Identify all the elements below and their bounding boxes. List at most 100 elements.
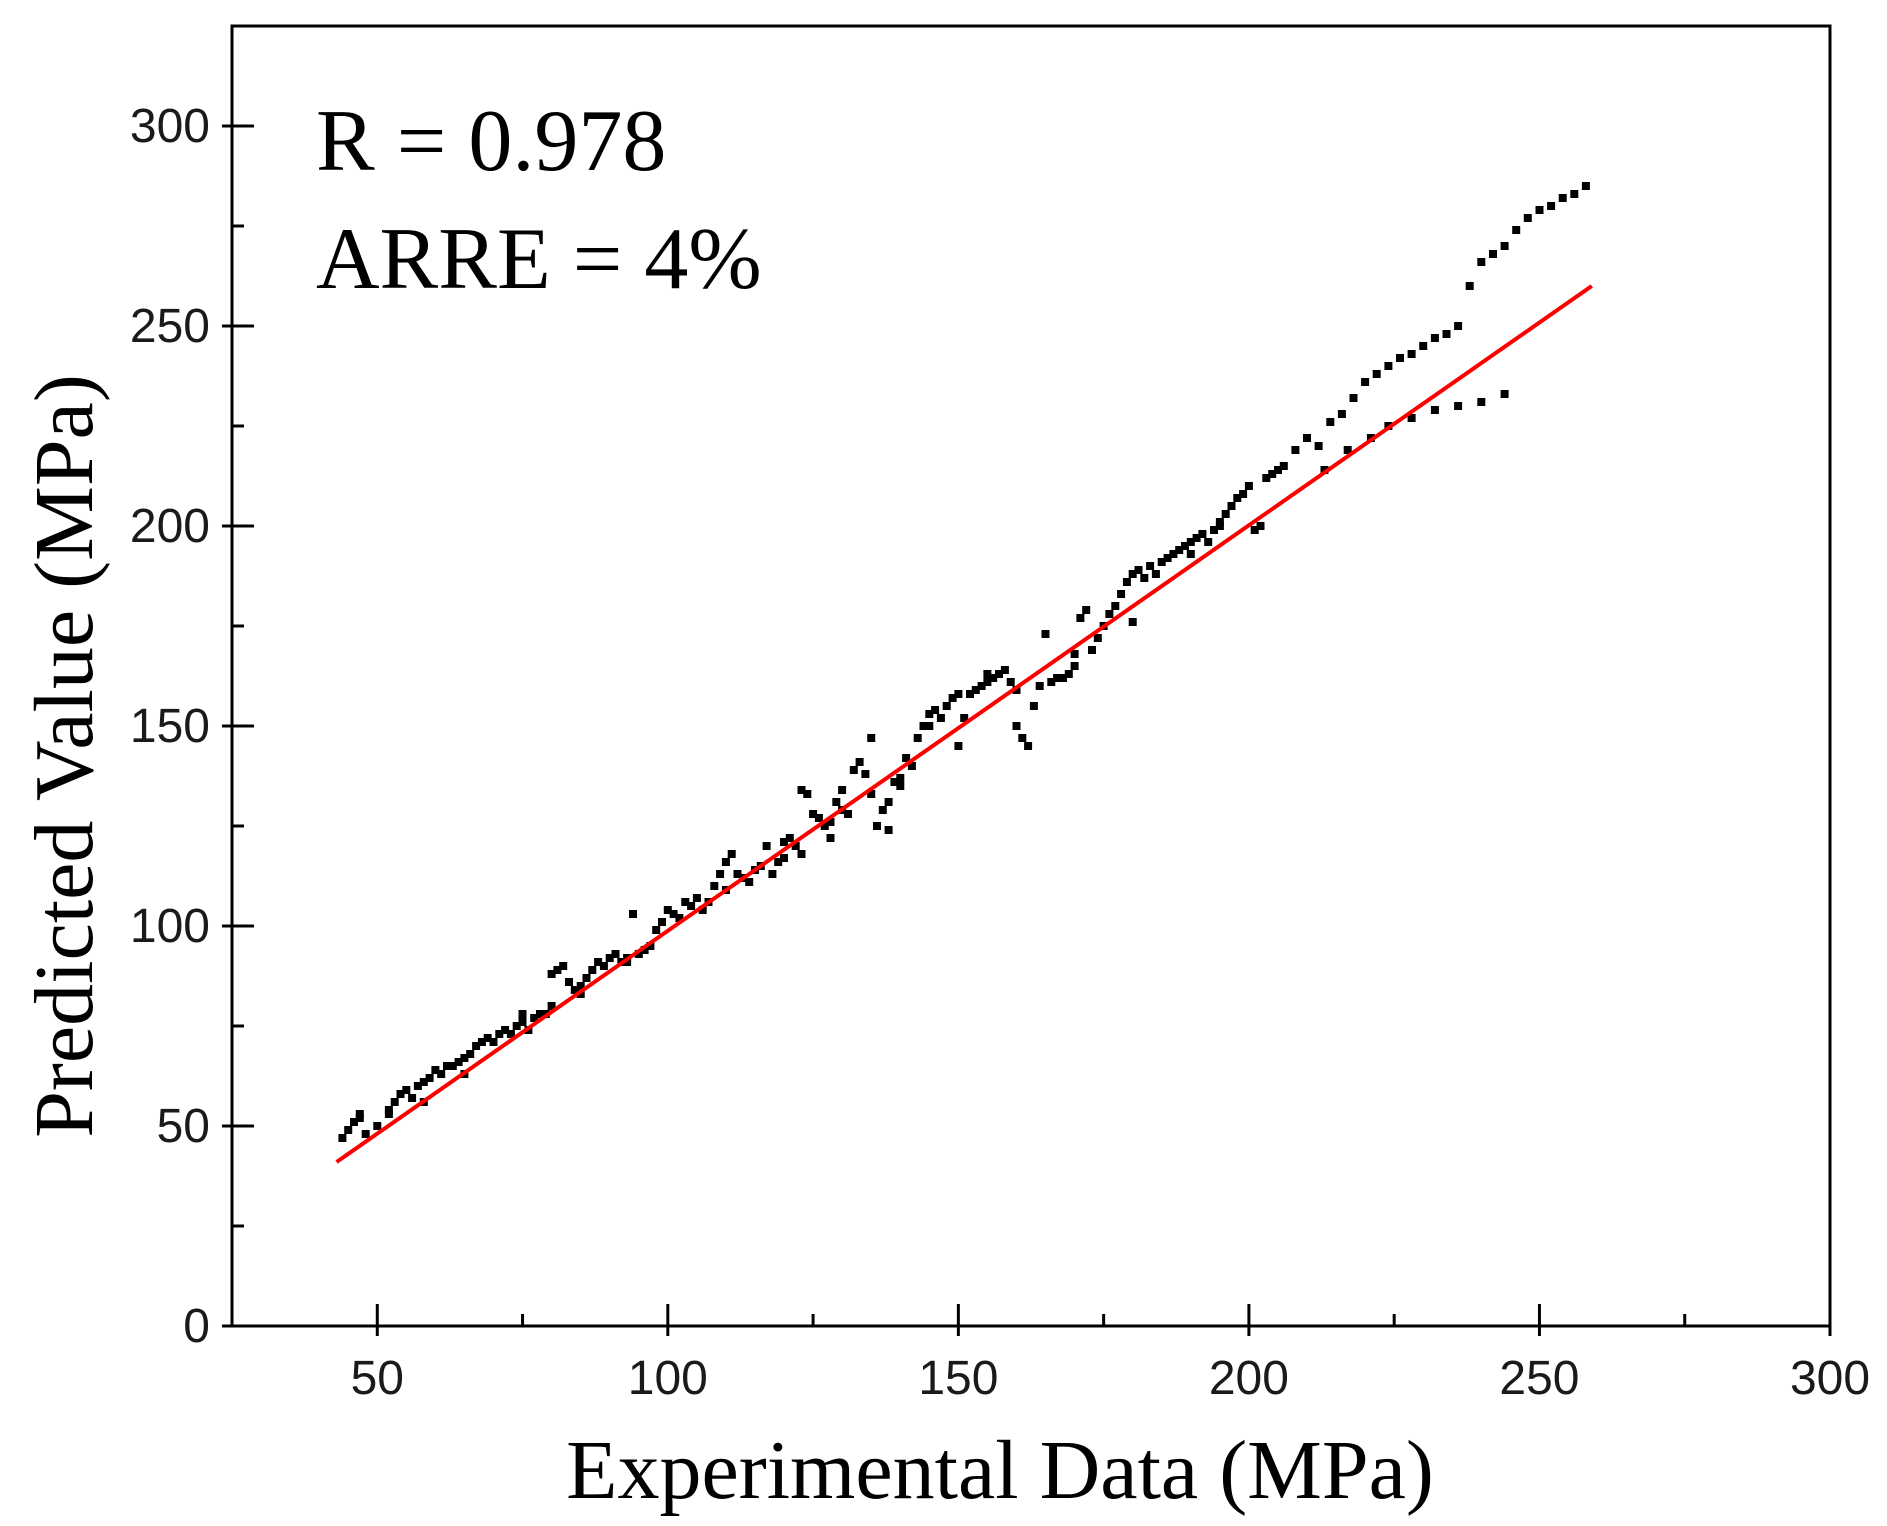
data-point xyxy=(1070,650,1079,658)
data-point xyxy=(1558,194,1567,202)
data-point xyxy=(925,722,934,730)
data-point xyxy=(977,682,986,690)
data-point xyxy=(768,870,777,878)
data-point xyxy=(1396,354,1404,362)
data-point xyxy=(1070,662,1079,670)
data-point xyxy=(1186,538,1195,546)
data-point xyxy=(1093,634,1102,642)
data-point xyxy=(1053,674,1062,682)
data-point xyxy=(1303,434,1311,442)
data-point xyxy=(1012,686,1021,694)
data-point xyxy=(629,910,637,918)
data-point xyxy=(1088,646,1096,654)
data-point xyxy=(989,674,998,682)
data-point xyxy=(1523,214,1532,222)
data-point xyxy=(460,1054,469,1062)
data-point xyxy=(1157,558,1166,566)
data-point xyxy=(838,786,847,794)
data-point xyxy=(861,770,870,778)
data-point xyxy=(402,1086,411,1094)
x-tick-label: 300 xyxy=(1790,1352,1870,1405)
data-point xyxy=(350,1118,358,1126)
data-point xyxy=(1419,342,1428,350)
data-point xyxy=(826,834,835,842)
data-point xyxy=(1000,666,1009,674)
data-point xyxy=(1111,602,1120,610)
data-point xyxy=(1500,242,1509,250)
data-point xyxy=(1326,418,1335,426)
data-point xyxy=(1244,482,1253,490)
data-point xyxy=(448,1062,457,1070)
data-point xyxy=(413,1082,422,1090)
data-point xyxy=(925,710,934,718)
data-point xyxy=(1570,190,1579,198)
data-point xyxy=(1029,702,1038,710)
data-point xyxy=(355,1110,364,1118)
data-point xyxy=(844,810,852,818)
data-point xyxy=(658,918,666,926)
annotation-r-value: R = 0.978 xyxy=(316,93,666,190)
data-point xyxy=(344,1126,353,1134)
y-axis-ticks xyxy=(222,124,254,1328)
x-tick-label: 250 xyxy=(1499,1352,1579,1405)
data-point xyxy=(1210,526,1218,534)
data-point xyxy=(855,758,864,766)
data-point xyxy=(553,966,562,974)
data-point xyxy=(780,838,788,846)
annotation-arre-value: ARRE = 4% xyxy=(316,211,762,308)
data-point xyxy=(1198,530,1207,538)
data-point xyxy=(832,798,841,806)
data-point xyxy=(1006,678,1015,686)
data-point xyxy=(669,910,678,918)
data-point xyxy=(907,762,916,770)
data-point xyxy=(1454,322,1463,330)
data-point xyxy=(1581,182,1590,190)
data-point xyxy=(663,906,672,914)
data-point xyxy=(1442,330,1451,338)
plot-frame xyxy=(230,24,1832,1328)
x-axis-title: Experimental Data (MPa) xyxy=(566,1424,1434,1517)
data-point xyxy=(1279,462,1288,470)
data-point xyxy=(425,1074,434,1082)
y-axis-tick-labels: 0 50 100 150 200 250 300 xyxy=(130,100,210,1353)
data-point xyxy=(547,1002,556,1010)
data-point xyxy=(785,834,794,842)
data-point xyxy=(530,1014,539,1022)
data-point xyxy=(826,818,835,826)
data-point xyxy=(634,950,643,958)
data-point xyxy=(1361,378,1370,386)
data-point xyxy=(483,1034,492,1042)
data-point xyxy=(472,1042,481,1050)
data-point xyxy=(960,714,969,722)
data-point xyxy=(1105,610,1114,618)
data-point xyxy=(443,1062,451,1070)
data-point xyxy=(565,978,573,986)
data-point xyxy=(913,734,922,742)
data-point xyxy=(1477,258,1486,266)
data-point xyxy=(1041,630,1050,638)
data-point xyxy=(390,1098,399,1106)
data-point xyxy=(570,986,579,994)
data-point xyxy=(605,954,614,962)
data-point xyxy=(896,782,905,790)
data-point xyxy=(1122,578,1131,586)
data-point xyxy=(518,1018,527,1026)
data-point xyxy=(576,982,585,990)
data-point xyxy=(437,1070,446,1078)
data-point xyxy=(948,694,957,702)
data-point xyxy=(646,942,655,950)
x-tick-label: 150 xyxy=(918,1352,998,1405)
data-point xyxy=(1175,546,1184,554)
data-point xyxy=(942,702,951,710)
data-point xyxy=(849,766,858,774)
fit-line-group xyxy=(335,284,1593,1164)
data-point xyxy=(518,1010,527,1018)
data-point xyxy=(1512,226,1521,234)
data-point xyxy=(599,962,608,970)
data-point xyxy=(1430,334,1439,342)
data-point xyxy=(710,882,719,890)
x-tick-label: 200 xyxy=(1209,1352,1289,1405)
data-point xyxy=(1035,682,1044,690)
